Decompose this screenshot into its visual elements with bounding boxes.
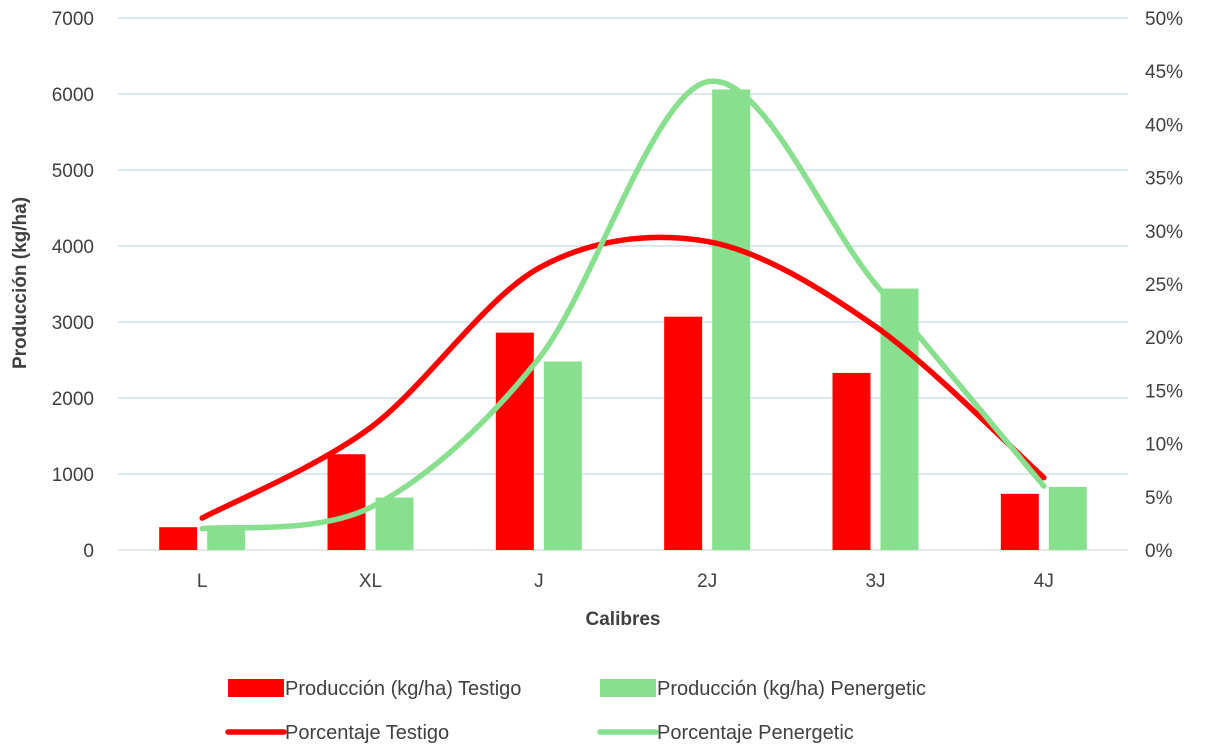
y2-tick-label: 15%: [1145, 381, 1183, 402]
y2-tick-label: 10%: [1145, 435, 1183, 456]
bar-testigo: [1000, 493, 1039, 550]
bar-testigo: [664, 316, 703, 550]
bars: [159, 89, 1087, 550]
x-tick-label: 3J: [865, 571, 885, 592]
bar-penergetic: [712, 89, 751, 550]
legend-label: Porcentaje Penergetic: [657, 722, 854, 744]
gridlines: [118, 17, 1128, 551]
x-axis-ticks: L XL J 2J 3J 4J: [197, 571, 1054, 592]
y-tick-label: 2000: [52, 389, 94, 410]
bar-testigo: [327, 454, 366, 550]
bar-penergetic: [375, 497, 414, 550]
bar-penergetic: [207, 529, 246, 550]
x-axis-title: Calibres: [586, 609, 661, 630]
lines: [199, 78, 1047, 532]
y2-tick-label: 30%: [1145, 222, 1183, 243]
legend-label: Porcentaje Testigo: [285, 722, 449, 744]
legend-swatch: [600, 679, 656, 697]
x-tick-label: XL: [359, 571, 382, 592]
y-tick-label: 3000: [52, 313, 94, 334]
y-tick-label: 5000: [52, 161, 94, 182]
legend-swatch: [228, 679, 284, 697]
bar-penergetic: [1048, 486, 1087, 550]
line-porcentaje-penergetic: [199, 78, 1047, 532]
bar-testigo: [495, 332, 534, 550]
y-axis-ticks: 0 1000 2000 3000 4000 5000 6000 7000: [52, 9, 94, 562]
y2-tick-label: 40%: [1145, 115, 1183, 136]
y-tick-label: 1000: [52, 465, 94, 486]
bar-testigo: [159, 527, 198, 550]
y2-tick-label: 45%: [1145, 62, 1183, 83]
y-axis-title: Producción (kg/ha): [10, 197, 31, 369]
y2-tick-label: 20%: [1145, 328, 1183, 349]
bar-testigo: [832, 372, 871, 550]
y2-tick-label: 35%: [1145, 169, 1183, 190]
y-tick-label: 4000: [52, 237, 94, 258]
x-tick-label: J: [534, 571, 544, 592]
y2-tick-label: 25%: [1145, 275, 1183, 296]
line-porcentaje-testigo: [199, 234, 1047, 521]
y-tick-label: 0: [83, 541, 94, 562]
x-tick-label: 2J: [697, 571, 717, 592]
bar-penergetic: [543, 361, 582, 550]
y2-tick-label: 50%: [1145, 9, 1183, 30]
y2-tick-label: 0%: [1145, 541, 1173, 562]
y-tick-label: 7000: [52, 9, 94, 30]
legend-label: Producción (kg/ha) Testigo: [285, 678, 521, 700]
y-tick-label: 6000: [52, 85, 94, 106]
legend-label: Producción (kg/ha) Penergetic: [657, 678, 926, 700]
legend: Producción (kg/ha) Testigo Producción (kg…: [225, 678, 926, 744]
y2-tick-label: 5%: [1145, 488, 1173, 509]
x-tick-label: L: [197, 571, 208, 592]
y2-axis-ticks: 0% 5% 10% 15% 20% 25% 30% 35% 40% 45% 50%: [1145, 9, 1183, 562]
x-tick-label: 4J: [1034, 571, 1054, 592]
